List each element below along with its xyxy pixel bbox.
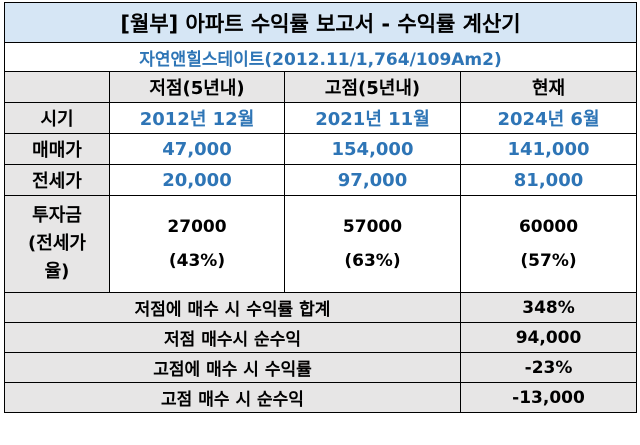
period-high: 2021년 11월 [284,102,461,134]
investment-label-line: (전세가 [28,233,86,254]
yield-report-table: [월부] 아파트 수익률 보고서 - 수익률 계산기 자연앤힐스테이트(2012… [3,2,638,413]
summary-label-high-profit: 고점 매수 시 순수익 [4,382,461,413]
summary-row: 저점에 매수 시 수익률 합계 348% [4,292,638,323]
header-row: 저점(5년내) 고점(5년내) 현재 [4,71,638,103]
investment-label-line: 율) [44,261,70,282]
summary-value-high-yield: -23% [459,352,638,383]
row-label-period: 시기 [4,102,110,134]
investment-label-line: 투자금 [32,205,82,226]
investment-ratio: (43%) [168,251,226,271]
sale-price-low: 47,000 [109,133,285,165]
subtitle-row: 자연앤힐스테이트(2012.11/1,764/109Am2) [3,42,638,72]
header-low: 저점(5년내) [109,71,285,103]
report-title-cell: [월부] 아파트 수익률 보고서 - 수익률 계산기 [3,2,638,43]
jeonse-price-low: 20,000 [109,164,285,196]
report-title: [월부] 아파트 수익률 보고서 - 수익률 계산기 [120,11,521,36]
sale-price-high: 154,000 [284,133,461,165]
investment-high: 57000 (63%) [284,195,461,293]
table-row: 매매가 47,000 154,000 141,000 [4,133,638,165]
investment-ratio: (57%) [520,251,577,271]
investment-amount: 27000 [167,217,227,237]
investment-current: 60000 (57%) [459,195,638,293]
apartment-name: 자연앤힐스테이트(2012.11/1,764/109Am2) [3,42,638,72]
header-current: 현재 [459,71,638,103]
header-high: 고점(5년내) [284,71,461,103]
summary-label-low-yield: 저점에 매수 시 수익률 합계 [4,292,461,323]
row-label-sale-price: 매매가 [4,133,110,165]
summary-row: 고점 매수 시 순수익 -13,000 [4,382,638,413]
row-label-jeonse-price: 전세가 [4,164,110,196]
jeonse-price-high: 97,000 [284,164,461,196]
summary-row: 고점에 매수 시 수익률 -23% [4,352,638,383]
table-row: 시기 2012년 12월 2021년 11월 2024년 6월 [4,102,638,134]
summary-label-high-yield: 고점에 매수 시 수익률 [4,352,461,383]
investment-amount: 57000 [342,217,403,237]
investment-ratio: (63%) [344,251,401,271]
jeonse-price-current: 81,000 [459,164,638,196]
table-row: 투자금 (전세가 율) 27000 (43%) 57000 (63%) 6000… [4,195,638,293]
investment-amount: 60000 [518,217,579,237]
table-row: 전세가 20,000 97,000 81,000 [4,164,638,196]
title-row: [월부] 아파트 수익률 보고서 - 수익률 계산기 [3,2,638,43]
header-empty-cell [4,71,110,103]
summary-value-low-yield: 348% [459,292,638,323]
sale-price-current: 141,000 [459,133,638,165]
summary-value-low-profit: 94,000 [459,322,638,353]
row-label-investment: 투자금 (전세가 율) [4,195,110,293]
period-low: 2012년 12월 [109,102,285,134]
summary-row: 저점 매수시 순수익 94,000 [4,322,638,353]
period-current: 2024년 6월 [459,102,638,134]
summary-value-high-profit: -13,000 [459,382,638,413]
summary-label-low-profit: 저점 매수시 순수익 [4,322,461,353]
investment-low: 27000 (43%) [109,195,285,293]
